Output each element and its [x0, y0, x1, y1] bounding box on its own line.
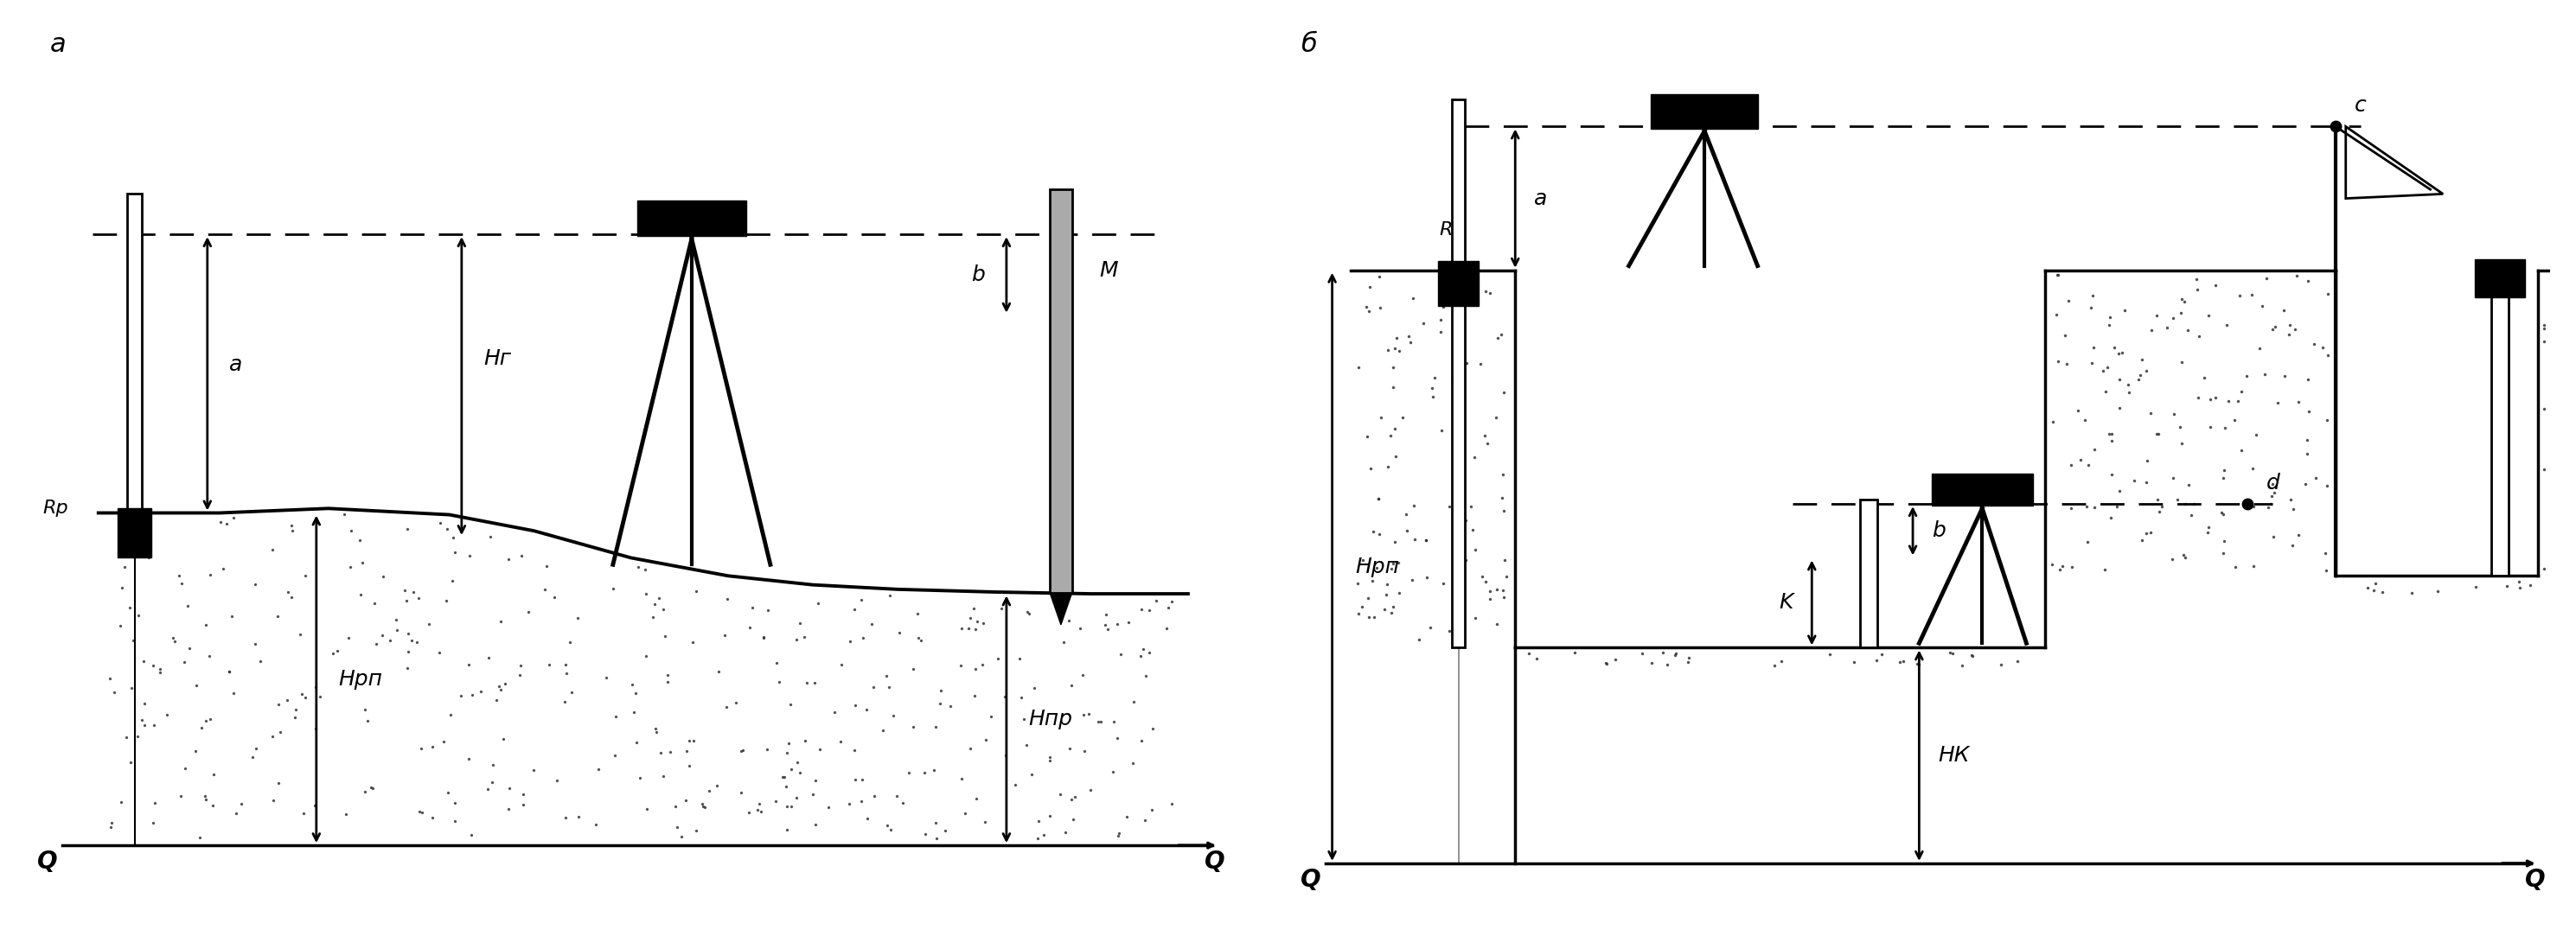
Text: Q: Q: [1301, 868, 1321, 892]
Text: Q: Q: [36, 850, 57, 874]
Text: Rp: Rp: [1440, 222, 1466, 239]
Bar: [1437, 261, 1479, 306]
Bar: [636, 200, 747, 236]
Text: K: K: [1780, 592, 1793, 613]
Text: d: d: [2267, 473, 2280, 493]
Text: Q: Q: [1206, 850, 1226, 874]
Text: Hрп: Hрп: [337, 669, 381, 690]
Text: б: б: [1301, 32, 1316, 57]
Text: b: b: [971, 265, 984, 285]
Bar: [2491, 261, 2509, 576]
Text: а: а: [49, 32, 67, 57]
Text: HК: HК: [1937, 745, 1971, 766]
Bar: [118, 508, 152, 558]
Text: Hг: Hг: [484, 349, 510, 370]
Text: Hрп: Hрп: [1355, 557, 1399, 578]
Bar: [1651, 95, 1759, 128]
Text: b: b: [1932, 520, 1945, 541]
Text: Q: Q: [2524, 868, 2545, 892]
Text: Hпр: Hпр: [1028, 709, 1072, 730]
Text: a: a: [229, 355, 242, 375]
Polygon shape: [2347, 126, 2442, 198]
Text: Rp: Rp: [44, 500, 67, 517]
Text: a: a: [1535, 188, 1548, 209]
Bar: [1932, 474, 2032, 505]
Polygon shape: [1051, 593, 1072, 624]
Bar: [1051, 189, 1072, 593]
Bar: [1860, 500, 1878, 648]
Bar: [2476, 259, 2524, 298]
Text: c: c: [2354, 95, 2367, 116]
Bar: [1453, 99, 1466, 648]
Bar: [126, 194, 142, 518]
Text: M: M: [1100, 260, 1118, 281]
